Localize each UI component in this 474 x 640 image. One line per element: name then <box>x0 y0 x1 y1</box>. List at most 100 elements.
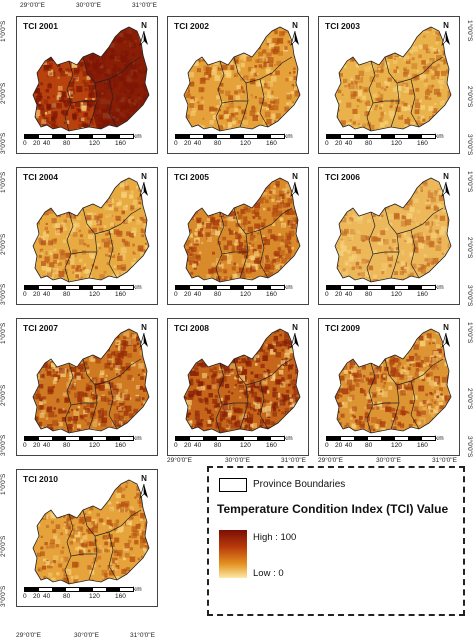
tci-map-panel: TCI 2001 N 0 20 40 80 120 160 km <box>16 16 158 154</box>
scale-tick-label: 120 <box>240 291 251 298</box>
scale-bar <box>24 134 134 139</box>
province-boundary-line <box>366 60 376 132</box>
scale-tick-label: 120 <box>89 291 100 298</box>
tci-raster-map <box>32 328 150 434</box>
scale-tick-label: 20 <box>335 140 343 147</box>
top-longitude-label: 29°0'0"E <box>20 2 45 9</box>
scale-tick-label: 20 <box>184 291 192 298</box>
scale-tick-label: 0 <box>325 442 329 449</box>
scale-tick-label: 80 <box>214 140 222 147</box>
province-boundary-line <box>372 100 399 104</box>
scale-tick-label: 40 <box>194 442 202 449</box>
right-latitude-label: 3°0'0"S <box>466 285 473 307</box>
scale-tick-label: 120 <box>240 140 251 147</box>
scale-tick-label: 120 <box>391 442 402 449</box>
right-latitude-label: 2°0'0"S <box>466 388 473 410</box>
province-boundary-line <box>410 380 420 430</box>
scale-unit-label: km <box>435 284 444 291</box>
province-boundary-line <box>259 78 269 128</box>
scale-labels: 0 20 40 80 120 160 km <box>19 435 149 451</box>
bottom-longitude-label: 29°0'0"E <box>167 457 192 464</box>
province-boundary-line <box>259 380 269 430</box>
scale-labels: 0 20 40 80 120 160 km <box>321 284 451 300</box>
north-arrow-icon: N <box>137 21 151 47</box>
scale-tick-label: 160 <box>115 291 126 298</box>
scale-unit-label: km <box>284 284 293 291</box>
tci-raster-map <box>32 26 150 132</box>
province-boundary-line <box>94 207 142 235</box>
bottom-longitude-label: 31°0'0"E <box>130 632 155 639</box>
scale-tick-label: 0 <box>23 140 27 147</box>
top-longitude-label: 30°0'0"E <box>76 2 101 9</box>
scale-tick-label: 160 <box>115 140 126 147</box>
scale-tick-label: 160 <box>417 291 428 298</box>
left-latitude-label: 1°0'0"S <box>0 171 7 193</box>
province-boundary-line <box>70 553 97 557</box>
scale-bar <box>175 134 285 139</box>
scale-tick-label: 80 <box>365 442 373 449</box>
scale-tick-label: 40 <box>194 291 202 298</box>
tci-map-panel: TCI 2004 N 0 20 40 80 120 160 km <box>16 167 158 305</box>
scale-tick-label: 20 <box>184 140 192 147</box>
province-boundary-line <box>215 211 225 283</box>
scale-unit-label: km <box>284 133 293 140</box>
bottom-longitude-label: 31°0'0"E <box>281 457 306 464</box>
scale-tick-label: 160 <box>115 593 126 600</box>
scale-tick-label: 120 <box>391 140 402 147</box>
province-boundary-line <box>372 402 399 406</box>
scale-tick-label: 40 <box>43 140 51 147</box>
scale-unit-label: km <box>284 435 293 442</box>
province-boundary-line <box>384 207 400 279</box>
province-boundary-line <box>70 402 97 406</box>
scale-labels: 0 20 40 80 120 160 km <box>321 435 451 451</box>
province-boundary-line <box>82 207 98 279</box>
tci-raster-map <box>32 177 150 283</box>
scale-tick-label: 0 <box>325 140 329 147</box>
province-boundary-line <box>384 358 400 430</box>
scale-tick-label: 20 <box>33 593 41 600</box>
province-boundary-line <box>221 251 248 255</box>
panel-title: TCI 2002 <box>174 21 209 31</box>
right-latitude-label: 3°0'0"S <box>466 436 473 458</box>
province-boundary-line <box>70 100 97 104</box>
north-arrow-icon: N <box>137 474 151 500</box>
scale-tick-label: 160 <box>266 291 277 298</box>
left-latitude-label: 1°0'0"S <box>0 473 7 495</box>
scale-tick-label: 160 <box>266 442 277 449</box>
tci-map-panel: TCI 2005 N 0 20 40 80 120 160 km <box>167 167 309 305</box>
bottom-longitude-label: 30°0'0"E <box>376 457 401 464</box>
scale-tick-label: 80 <box>63 442 71 449</box>
left-latitude-label: 2°0'0"S <box>0 82 7 104</box>
right-latitude-label: 3°0'0"S <box>466 134 473 156</box>
province-boundary-line <box>366 211 376 283</box>
scale-tick-label: 20 <box>33 291 41 298</box>
province-boundary-swatch <box>219 478 247 492</box>
right-latitude-label: 1°0'0"S <box>466 322 473 344</box>
scale-bar <box>24 285 134 290</box>
scale-tick-label: 0 <box>174 140 178 147</box>
province-boundary-line <box>82 509 98 581</box>
left-latitude-label: 3°0'0"S <box>0 585 7 607</box>
province-boundary-line <box>410 78 420 128</box>
scale-unit-label: km <box>435 133 444 140</box>
tci-color-ramp <box>219 530 247 578</box>
scale-unit-label: km <box>435 435 444 442</box>
scale-tick-label: 0 <box>23 593 27 600</box>
tci-raster-map <box>32 479 150 585</box>
right-latitude-label: 1°0'0"S <box>466 20 473 42</box>
left-latitude-label: 3°0'0"S <box>0 434 7 456</box>
tci-map-panel: TCI 2003 N 0 20 40 80 120 160 km <box>318 16 460 154</box>
tci-raster-map <box>183 26 301 132</box>
scale-tick-label: 20 <box>184 442 192 449</box>
province-boundary-line <box>108 380 118 430</box>
scale-bar <box>24 587 134 592</box>
province-boundary-line <box>82 56 98 128</box>
scale-tick-label: 40 <box>345 442 353 449</box>
left-latitude-label: 1°0'0"S <box>0 20 7 42</box>
right-latitude-label: 2°0'0"S <box>466 237 473 259</box>
province-boundary-line <box>384 56 400 128</box>
province-boundary-line <box>233 358 249 430</box>
province-boundary-line <box>366 362 376 434</box>
scale-tick-label: 20 <box>33 140 41 147</box>
province-boundary-line <box>108 78 118 128</box>
